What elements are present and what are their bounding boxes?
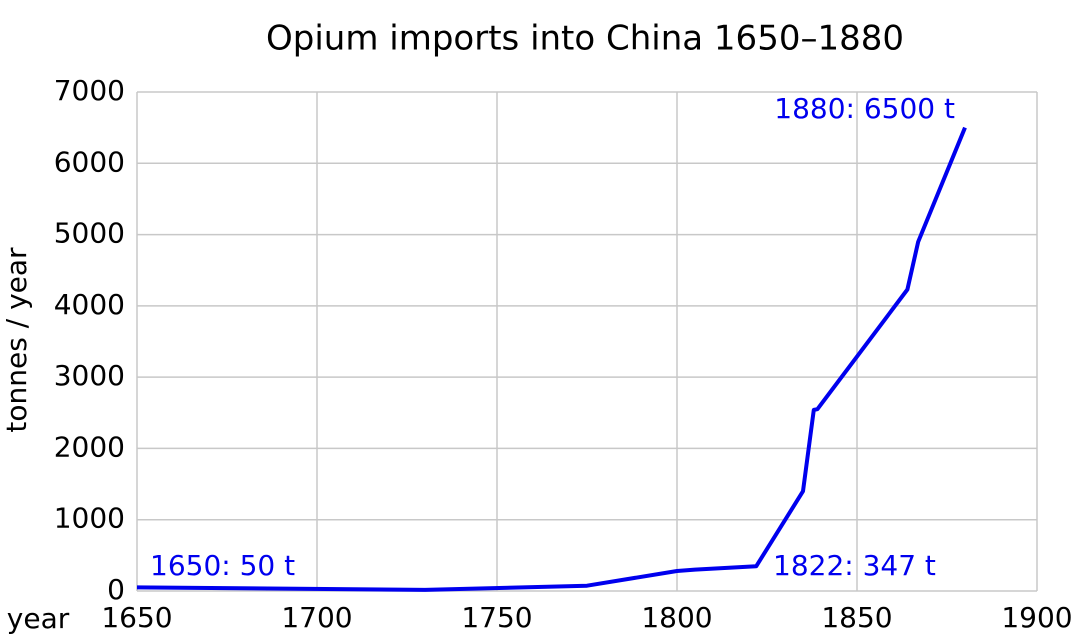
y-tick-label: 1000 (54, 502, 125, 535)
y-tick-label: 5000 (54, 217, 125, 250)
y-tick-label: 0 (107, 573, 125, 606)
y-axis-label: tonnes / year (0, 247, 33, 433)
y-tick-label: 7000 (54, 74, 125, 107)
x-tick-label: 1700 (281, 601, 352, 634)
x-tick-label: 1900 (1001, 601, 1072, 634)
x-tick-label: 1750 (461, 601, 532, 634)
x-tick-label: 1850 (821, 601, 892, 634)
x-tick-label: 1650 (101, 601, 172, 634)
x-axis-label: year (7, 602, 70, 635)
annotation: 1880: 6500 t (774, 92, 955, 125)
annotation: 1650: 50 t (150, 549, 295, 582)
y-tick-label: 4000 (54, 288, 125, 321)
y-tick-label: 3000 (54, 359, 125, 392)
data-line (136, 126, 967, 592)
y-tick-label: 6000 (54, 145, 125, 178)
y-tick-label: 2000 (54, 430, 125, 463)
x-tick-label: 1800 (641, 601, 712, 634)
chart-title: Opium imports into China 1650–1880 (266, 19, 904, 59)
annotation: 1822: 347 t (773, 549, 936, 582)
